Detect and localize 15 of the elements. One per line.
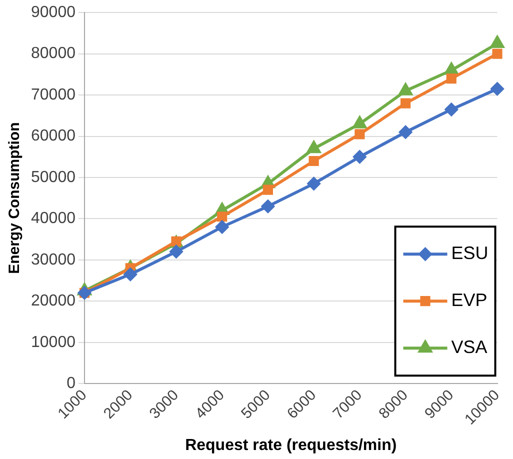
legend-label: EVP xyxy=(451,290,488,310)
y-tick-label: 60000 xyxy=(30,128,76,145)
y-tick-label: 20000 xyxy=(30,292,76,310)
legend-label: ESU xyxy=(451,243,488,264)
y-tick-label: 70000 xyxy=(30,86,76,104)
y-tick-label: 90000 xyxy=(30,4,76,22)
legend-label: VSA xyxy=(451,337,488,358)
y-tick-label: 30000 xyxy=(30,251,76,268)
y-tick-label: 50000 xyxy=(30,168,76,186)
y-tick-label: 40000 xyxy=(30,210,76,228)
x-axis-title: Request rate (requests/min) xyxy=(185,436,397,454)
y-tick-label: 10000 xyxy=(30,334,76,351)
y-axis-title: Energy Consumption xyxy=(6,122,24,274)
y-tick-label: 80000 xyxy=(30,45,76,62)
y-tick-label: 0 xyxy=(66,374,76,392)
